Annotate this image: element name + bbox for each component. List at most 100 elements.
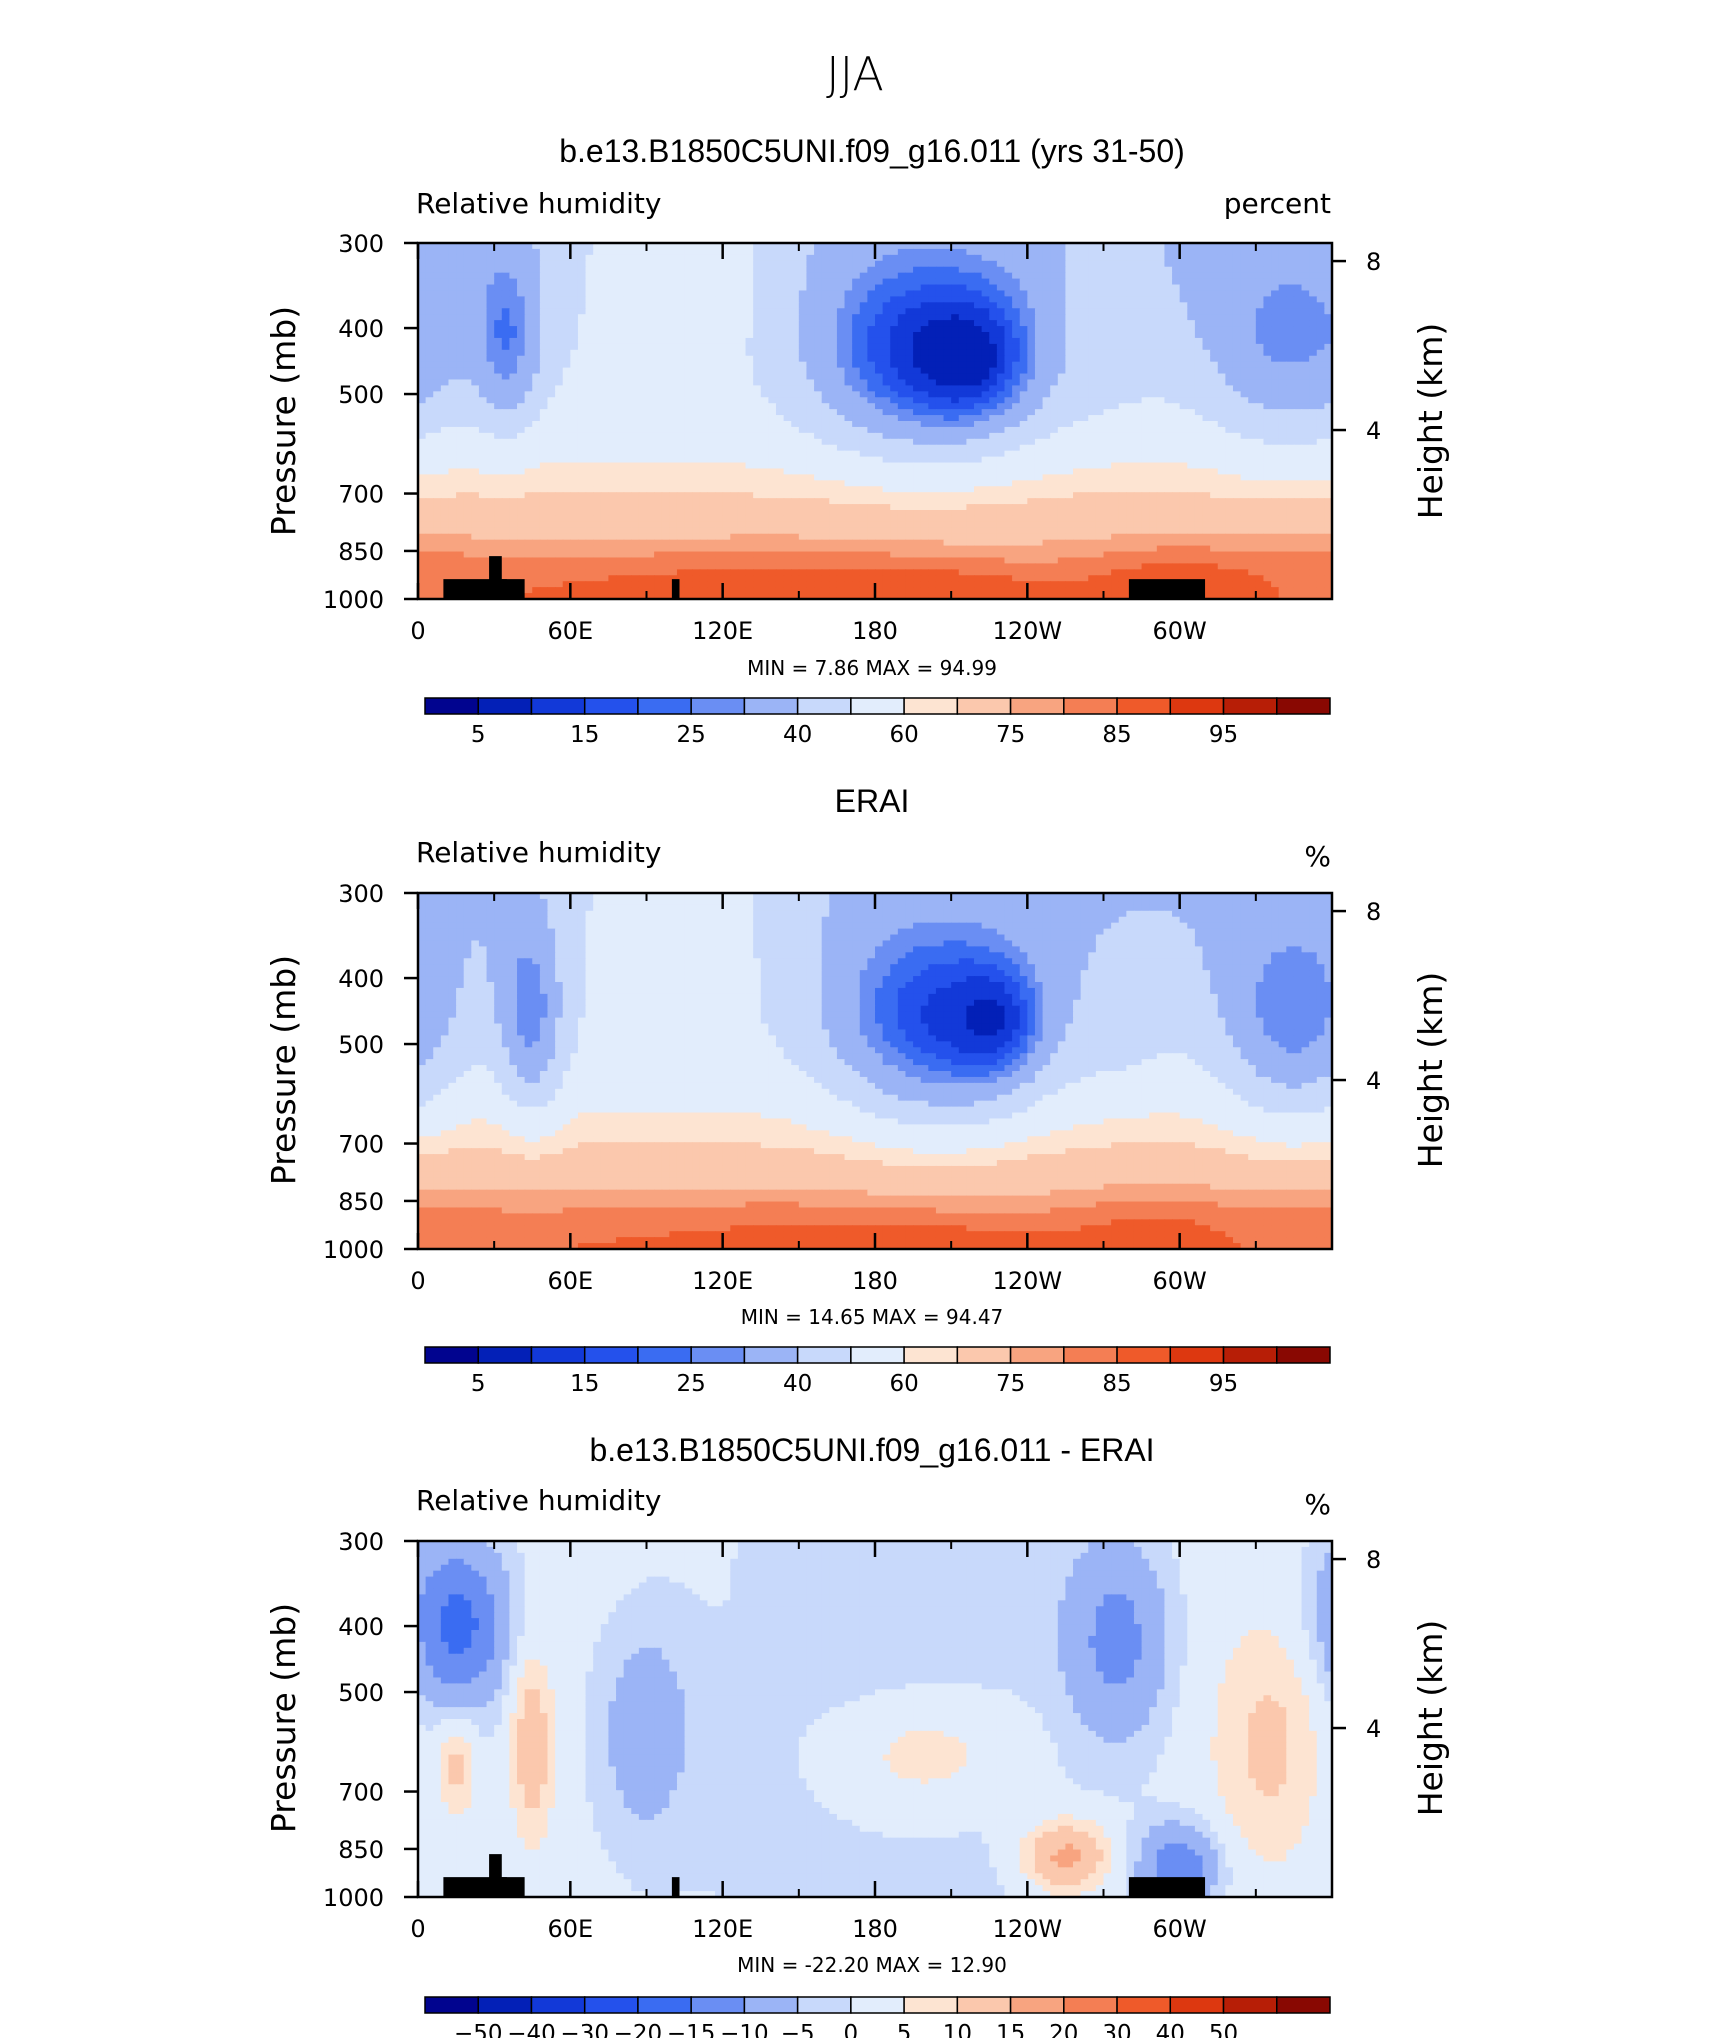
colorbar-swatch — [1276, 1346, 1331, 1364]
colorbar-label: −50 — [454, 2021, 503, 2038]
colorbar-swatch — [796, 697, 852, 715]
x-tick-label: 60W — [1153, 1267, 1207, 1295]
colorbar-swatch — [1222, 697, 1278, 715]
y-tick-label: 300 — [338, 230, 384, 258]
panel-3-field — [418, 1541, 1332, 1897]
panel-2-ylabel: Pressure (mb) — [264, 955, 303, 1185]
colorbar-swatch — [1009, 697, 1065, 715]
colorbar-swatch — [903, 697, 959, 715]
colorbar-swatch — [956, 1346, 1012, 1364]
colorbar-label: 5 — [897, 2021, 912, 2038]
colorbar-label: 40 — [783, 722, 812, 748]
colorbar-swatch — [637, 697, 692, 715]
y-tick-label: 700 — [338, 481, 384, 509]
y-tick-label: 1000 — [323, 1884, 384, 1912]
colorbar-label: 20 — [1049, 2021, 1078, 2038]
x-tick-label: 180 — [852, 1267, 898, 1295]
y-tick-label: 500 — [338, 381, 384, 409]
topography-block — [501, 579, 525, 599]
panel-1-ylabel-right: Height (km) — [1411, 323, 1450, 520]
panel-3-topography — [443, 1854, 1206, 1897]
colorbar-swatch — [903, 1996, 959, 2014]
colorbar-swatch — [956, 697, 1012, 715]
colorbar-label: 85 — [1102, 1371, 1131, 1397]
y-tick-label: 700 — [338, 1779, 384, 1807]
colorbar-swatch — [424, 1996, 479, 2014]
x-tick-label: 60W — [1153, 1915, 1207, 1943]
y-tick-label: 300 — [338, 880, 384, 908]
colorbar-swatch — [1169, 697, 1225, 715]
colorbar-label: 25 — [677, 1371, 706, 1397]
y2-tick-label: 4 — [1366, 417, 1381, 445]
colorbar-swatch — [1169, 1996, 1225, 2014]
colorbar-label: 15 — [570, 722, 599, 748]
colorbar-swatch — [424, 1346, 479, 1364]
colorbar-label: 50 — [1209, 2021, 1238, 2038]
panel-3-min-max: MIN = -22.20 MAX = 12.90 — [737, 1953, 1007, 1977]
y2-tick-label: 8 — [1366, 1546, 1381, 1574]
colorbar-label: 15 — [570, 1371, 599, 1397]
colorbar-swatch — [1063, 1996, 1118, 2014]
x-tick-label: 180 — [852, 617, 898, 645]
y2-tick-label: 4 — [1366, 1715, 1381, 1743]
colorbar-label: −5 — [781, 2021, 815, 2038]
colorbar-label: 75 — [996, 1371, 1025, 1397]
colorbar-label: −10 — [720, 2021, 769, 2038]
y-tick-label: 500 — [338, 1031, 384, 1059]
y-tick-label: 850 — [338, 538, 384, 566]
colorbar-swatch — [850, 697, 905, 715]
colorbar-swatch — [637, 1346, 692, 1364]
colorbar-label: 95 — [1209, 1371, 1238, 1397]
panel-1-field — [418, 243, 1332, 599]
topography-block — [489, 556, 502, 599]
colorbar-swatch — [1169, 1346, 1225, 1364]
colorbar-label: 5 — [471, 722, 486, 748]
panel-2-min-max: MIN = 14.65 MAX = 94.47 — [741, 1305, 1004, 1329]
panel-2: ERAI Relative humidity % Pressure (mb) H… — [264, 783, 1450, 1397]
topography-block — [1128, 579, 1206, 599]
topography-block — [671, 579, 680, 599]
colorbar-label: 40 — [1156, 2021, 1185, 2038]
colorbar-swatch — [477, 697, 533, 715]
colorbar-swatch — [796, 1996, 852, 2014]
colorbar-swatch — [1063, 697, 1118, 715]
colorbar-label: 10 — [943, 2021, 972, 2038]
colorbar-label: 60 — [889, 722, 918, 748]
panel-2-field — [418, 893, 1332, 1249]
colorbar-label: −40 — [507, 2021, 556, 2038]
panel-2-left-label: Relative humidity — [416, 836, 661, 869]
colorbar-swatch — [690, 1996, 746, 2014]
colorbar-swatch — [743, 1346, 799, 1364]
panel-3-axes: 0 60E 120E 180 120W 60W 300 400 500 700 850 1000 8 4 — [323, 1528, 1381, 1943]
panel-1-left-label: Relative humidity — [416, 187, 661, 220]
colorbar-swatch — [796, 1346, 852, 1364]
y-tick-label: 400 — [338, 315, 384, 343]
x-tick-label: 120W — [993, 617, 1063, 645]
colorbar-label: 25 — [677, 722, 706, 748]
panel-3-colorbar: −50 −40 −30 −20 −15 −10 −5 0 5 10 15 20 30 40 50 — [424, 1996, 1331, 2038]
topography-block — [1128, 1877, 1206, 1897]
colorbar-swatch — [1009, 1996, 1065, 2014]
colorbar-label: 85 — [1102, 722, 1131, 748]
panel-2-contours — [418, 893, 1332, 1249]
y-tick-label: 1000 — [323, 586, 384, 614]
panel-2-ylabel-right: Height (km) — [1411, 972, 1450, 1169]
panel-1-colorbar: 5 15 25 40 60 75 85 95 — [424, 697, 1331, 748]
y-tick-label: 1000 — [323, 1236, 384, 1264]
colorbar-swatch — [850, 1996, 905, 2014]
colorbar-label: 95 — [1209, 722, 1238, 748]
colorbar-label: 75 — [996, 722, 1025, 748]
panel-3-left-label: Relative humidity — [416, 1484, 661, 1517]
colorbar-swatch — [1009, 1346, 1065, 1364]
x-tick-label: 0 — [410, 1915, 425, 1943]
y-tick-label: 500 — [338, 1679, 384, 1707]
colorbar-swatch — [690, 1346, 746, 1364]
colorbar-label: 0 — [844, 2021, 859, 2038]
colorbar-label: 30 — [1102, 2021, 1131, 2038]
colorbar-swatch — [956, 1996, 1012, 2014]
panel-1-contours — [418, 243, 1332, 599]
panel-1-title: b.e13.B1850C5UNI.f09_g16.011 (yrs 31-50) — [559, 133, 1185, 169]
colorbar-swatch — [1222, 1346, 1278, 1364]
panel-3-ylabel-right: Height (km) — [1411, 1620, 1450, 1817]
